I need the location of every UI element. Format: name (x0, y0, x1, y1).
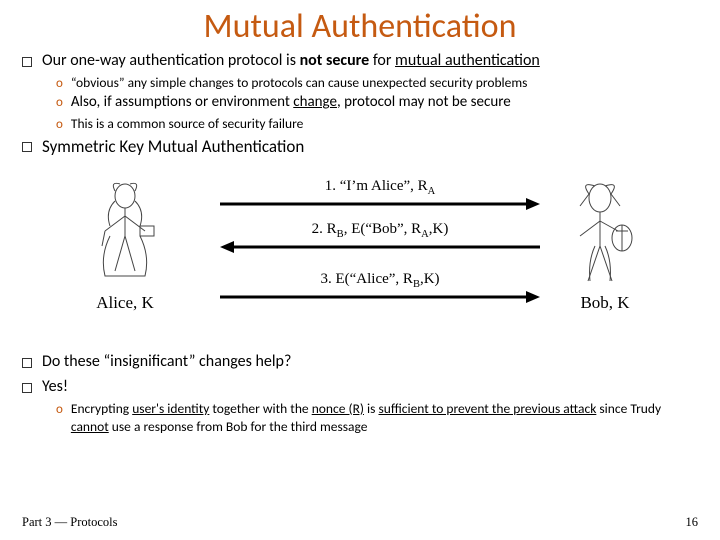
slide-footer: Part 3 — Protocols 16 (22, 515, 698, 530)
arrow-right-icon (220, 290, 540, 304)
bob-party: Bob, K (560, 176, 650, 313)
square-bullet-icon (22, 142, 32, 152)
o-marker-icon: o (56, 95, 63, 110)
bullet-4: Yes! (22, 377, 698, 398)
bullet-1-sub-1: o “obvious” any simple changes to protoc… (56, 74, 698, 92)
bullet-1-sub-3: o This is a common source of security fa… (56, 115, 698, 133)
square-bullet-icon (22, 57, 32, 67)
arrow-right-icon (220, 197, 540, 211)
message-3-label: 3. E(“Alice”, RB,K) (220, 271, 540, 290)
message-2-label: 2. RB, E(“Bob”, RA,K) (220, 221, 540, 240)
bullet-1-text: Our one-way authentication protocol is n… (42, 51, 540, 72)
square-bullet-icon (22, 358, 32, 368)
bullet-2-text: Symmetric Key Mutual Authentication (42, 136, 304, 158)
bullet-2: Symmetric Key Mutual Authentication (22, 136, 698, 158)
footer-right: 16 (686, 515, 699, 530)
slide-title: Mutual Authentication (0, 0, 720, 51)
square-bullet-icon (22, 383, 32, 393)
bullet-1: Our one-way authentication protocol is n… (22, 51, 698, 72)
footer-left: Part 3 — Protocols (22, 515, 117, 530)
alice-icon (80, 176, 170, 286)
bullet-4-sub-1: o Encrypting user's identity together wi… (56, 400, 698, 435)
bob-icon (560, 176, 650, 286)
bullet-1-sub-2: o Also, if assumptions or environment ch… (56, 93, 698, 113)
sub-text: This is a common source of security fail… (71, 115, 304, 133)
arrow-left-icon (220, 240, 540, 254)
message-1-label: 1. “I’m Alice”, RA (220, 178, 540, 197)
bullet-3-text: Do these “insignificant” changes help? (42, 352, 291, 373)
content-area: Our one-way authentication protocol is n… (0, 51, 720, 435)
message-1: 1. “I’m Alice”, RA (220, 178, 540, 211)
bob-label: Bob, K (560, 293, 650, 313)
message-3: 3. E(“Alice”, RB,K) (220, 271, 540, 304)
message-2: 2. RB, E(“Bob”, RA,K) (220, 221, 540, 254)
sub-text: “obvious” any simple changes to protocol… (71, 74, 528, 92)
sub-text: Encrypting user's identity together with… (71, 400, 698, 435)
alice-label: Alice, K (80, 293, 170, 313)
alice-party: Alice, K (80, 176, 170, 313)
o-marker-icon: o (56, 76, 63, 91)
o-marker-icon: o (56, 402, 63, 417)
bullet-4-text: Yes! (42, 377, 68, 398)
bullet-3: Do these “insignificant” changes help? (22, 352, 698, 373)
sub-text: Also, if assumptions or environment chan… (71, 93, 511, 113)
protocol-diagram: Alice, K Bob, K 1. “I’m Alice”, RA (70, 166, 650, 346)
o-marker-icon: o (56, 117, 63, 132)
